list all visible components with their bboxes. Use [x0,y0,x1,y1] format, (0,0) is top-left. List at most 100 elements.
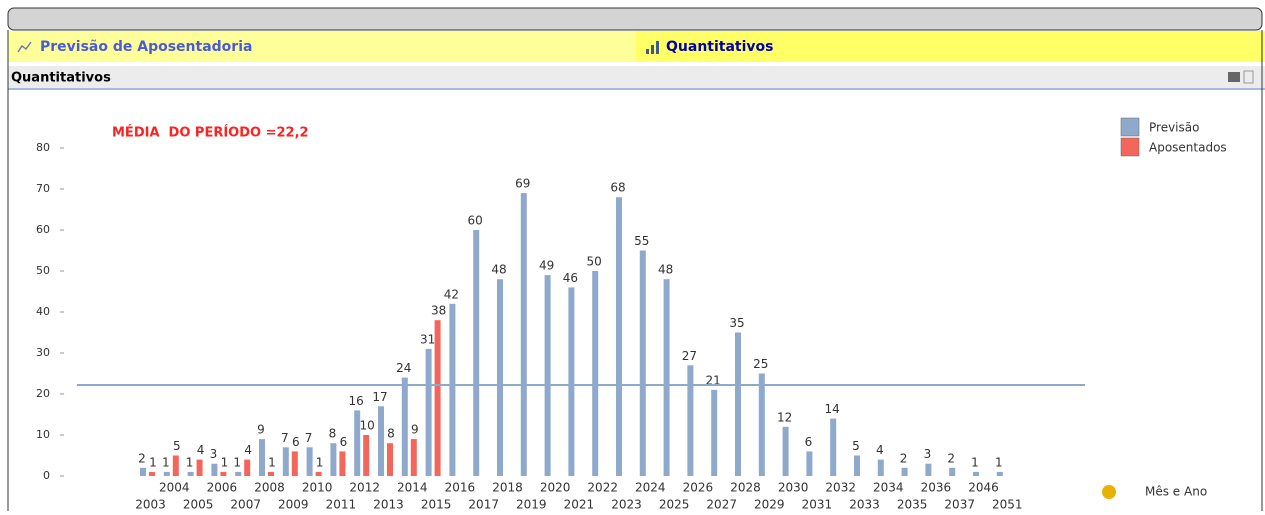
x-tick-label: 2007 [230,498,261,512]
bar [592,271,599,476]
bar [259,439,265,476]
data-label: 8 [387,427,395,441]
bar [949,467,956,476]
bar [434,320,441,476]
y-tick-label: 70 [36,182,50,195]
data-label: 3 [210,447,218,461]
data-label: 14 [825,402,840,416]
data-label: 68 [610,181,625,195]
bar [315,471,322,476]
data-label: 25 [753,357,768,371]
clear-icon[interactable] [1243,70,1254,84]
x-tick-label: 2014 [397,481,428,495]
data-label: 6 [292,435,300,449]
x-tick-label: 2008 [254,481,285,495]
x-tick-label: 2037 [944,498,975,512]
bar [220,471,227,476]
data-label: 2 [947,451,955,465]
data-label: 1 [186,455,194,469]
data-label: 6 [340,435,348,449]
x-tick-label: 2006 [207,481,238,495]
bar [497,279,503,476]
data-label: 5 [852,439,860,453]
data-label: 1 [221,455,229,469]
x-tick-label: 2028 [730,481,761,495]
x-tick-label: 2031 [802,498,833,512]
x-tick-label: 2024 [635,481,666,495]
x-tick-label: 2032 [825,481,856,495]
bar [806,451,813,476]
bar [520,193,527,476]
data-label: 1 [233,455,241,469]
bar [877,459,884,476]
y-tick-label: 0 [43,469,50,482]
x-tick-label: 2003 [135,498,166,512]
bar [378,406,384,476]
x-tick-label: 2015 [421,498,452,512]
print-icon[interactable] [1228,72,1240,82]
legend-swatch [1120,117,1140,137]
bar [544,275,551,476]
caption: Quantitativos [11,71,111,86]
cycle-icon[interactable] [1102,485,1116,499]
bar [639,250,646,476]
bar [291,451,298,476]
bar [196,459,203,476]
x-tick-label: 2033 [849,498,880,512]
data-label: 1 [971,455,979,469]
y-tick-label: 30 [36,346,50,359]
x-tick-label: 2019 [516,498,547,512]
legend-label: Aposentados [1149,141,1227,155]
bar [854,455,860,476]
title-bar [7,7,1263,31]
x-tick-label: 2009 [278,498,309,512]
bar [149,471,155,476]
x-tick-label: 2026 [683,481,714,495]
bar [330,443,337,476]
x-tick-label: 2034 [873,481,904,495]
data-label: 6 [805,435,813,449]
bar [473,230,480,476]
bar [363,435,370,476]
x-tick-label: 2025 [659,498,690,512]
bar-icon [646,41,659,54]
data-label: 1 [162,455,170,469]
bar [425,348,432,476]
data-label: 24 [396,361,411,375]
data-label: 17 [372,390,387,404]
bar [387,443,393,476]
bar [735,332,741,476]
data-label: 9 [257,423,265,437]
data-label: 7 [305,431,313,445]
x-tick-label: 2029 [754,498,785,512]
bar [616,197,622,476]
x-tick-label: 2022 [587,481,618,495]
data-label: 1 [149,455,157,469]
data-label: 42 [444,287,459,301]
bar [339,451,346,476]
data-label: 2 [900,451,908,465]
bar [211,463,218,476]
y-tick-label: 80 [36,141,50,154]
y-tick-label: 50 [36,264,50,277]
x-tick-label: 2035 [897,498,928,512]
x-tick-label: 2018 [492,481,523,495]
x-tick-label: 2013 [373,498,404,512]
x-tick-label: 2017 [468,498,499,512]
data-label: 38 [431,304,446,318]
x-tick-label: 2046 [968,481,999,495]
x-tick-label: 2023 [611,498,642,512]
bar [996,471,1003,476]
tab[interactable]: Quantitativos [666,39,773,55]
data-label: 31 [420,332,435,346]
legend-swatch [1120,137,1140,157]
y-tick-label: 10 [36,428,50,441]
reference-label: MÉDIA DO PERÍODO =22,2 [112,125,309,141]
x-tick-label: 2020 [540,481,571,495]
data-label: 5 [173,439,181,453]
tab[interactable]: Previsão de Aposentadoria [40,39,252,55]
bar [306,447,313,476]
data-label: 16 [349,394,364,408]
data-label: 50 [587,255,602,269]
data-label: 48 [658,263,673,277]
